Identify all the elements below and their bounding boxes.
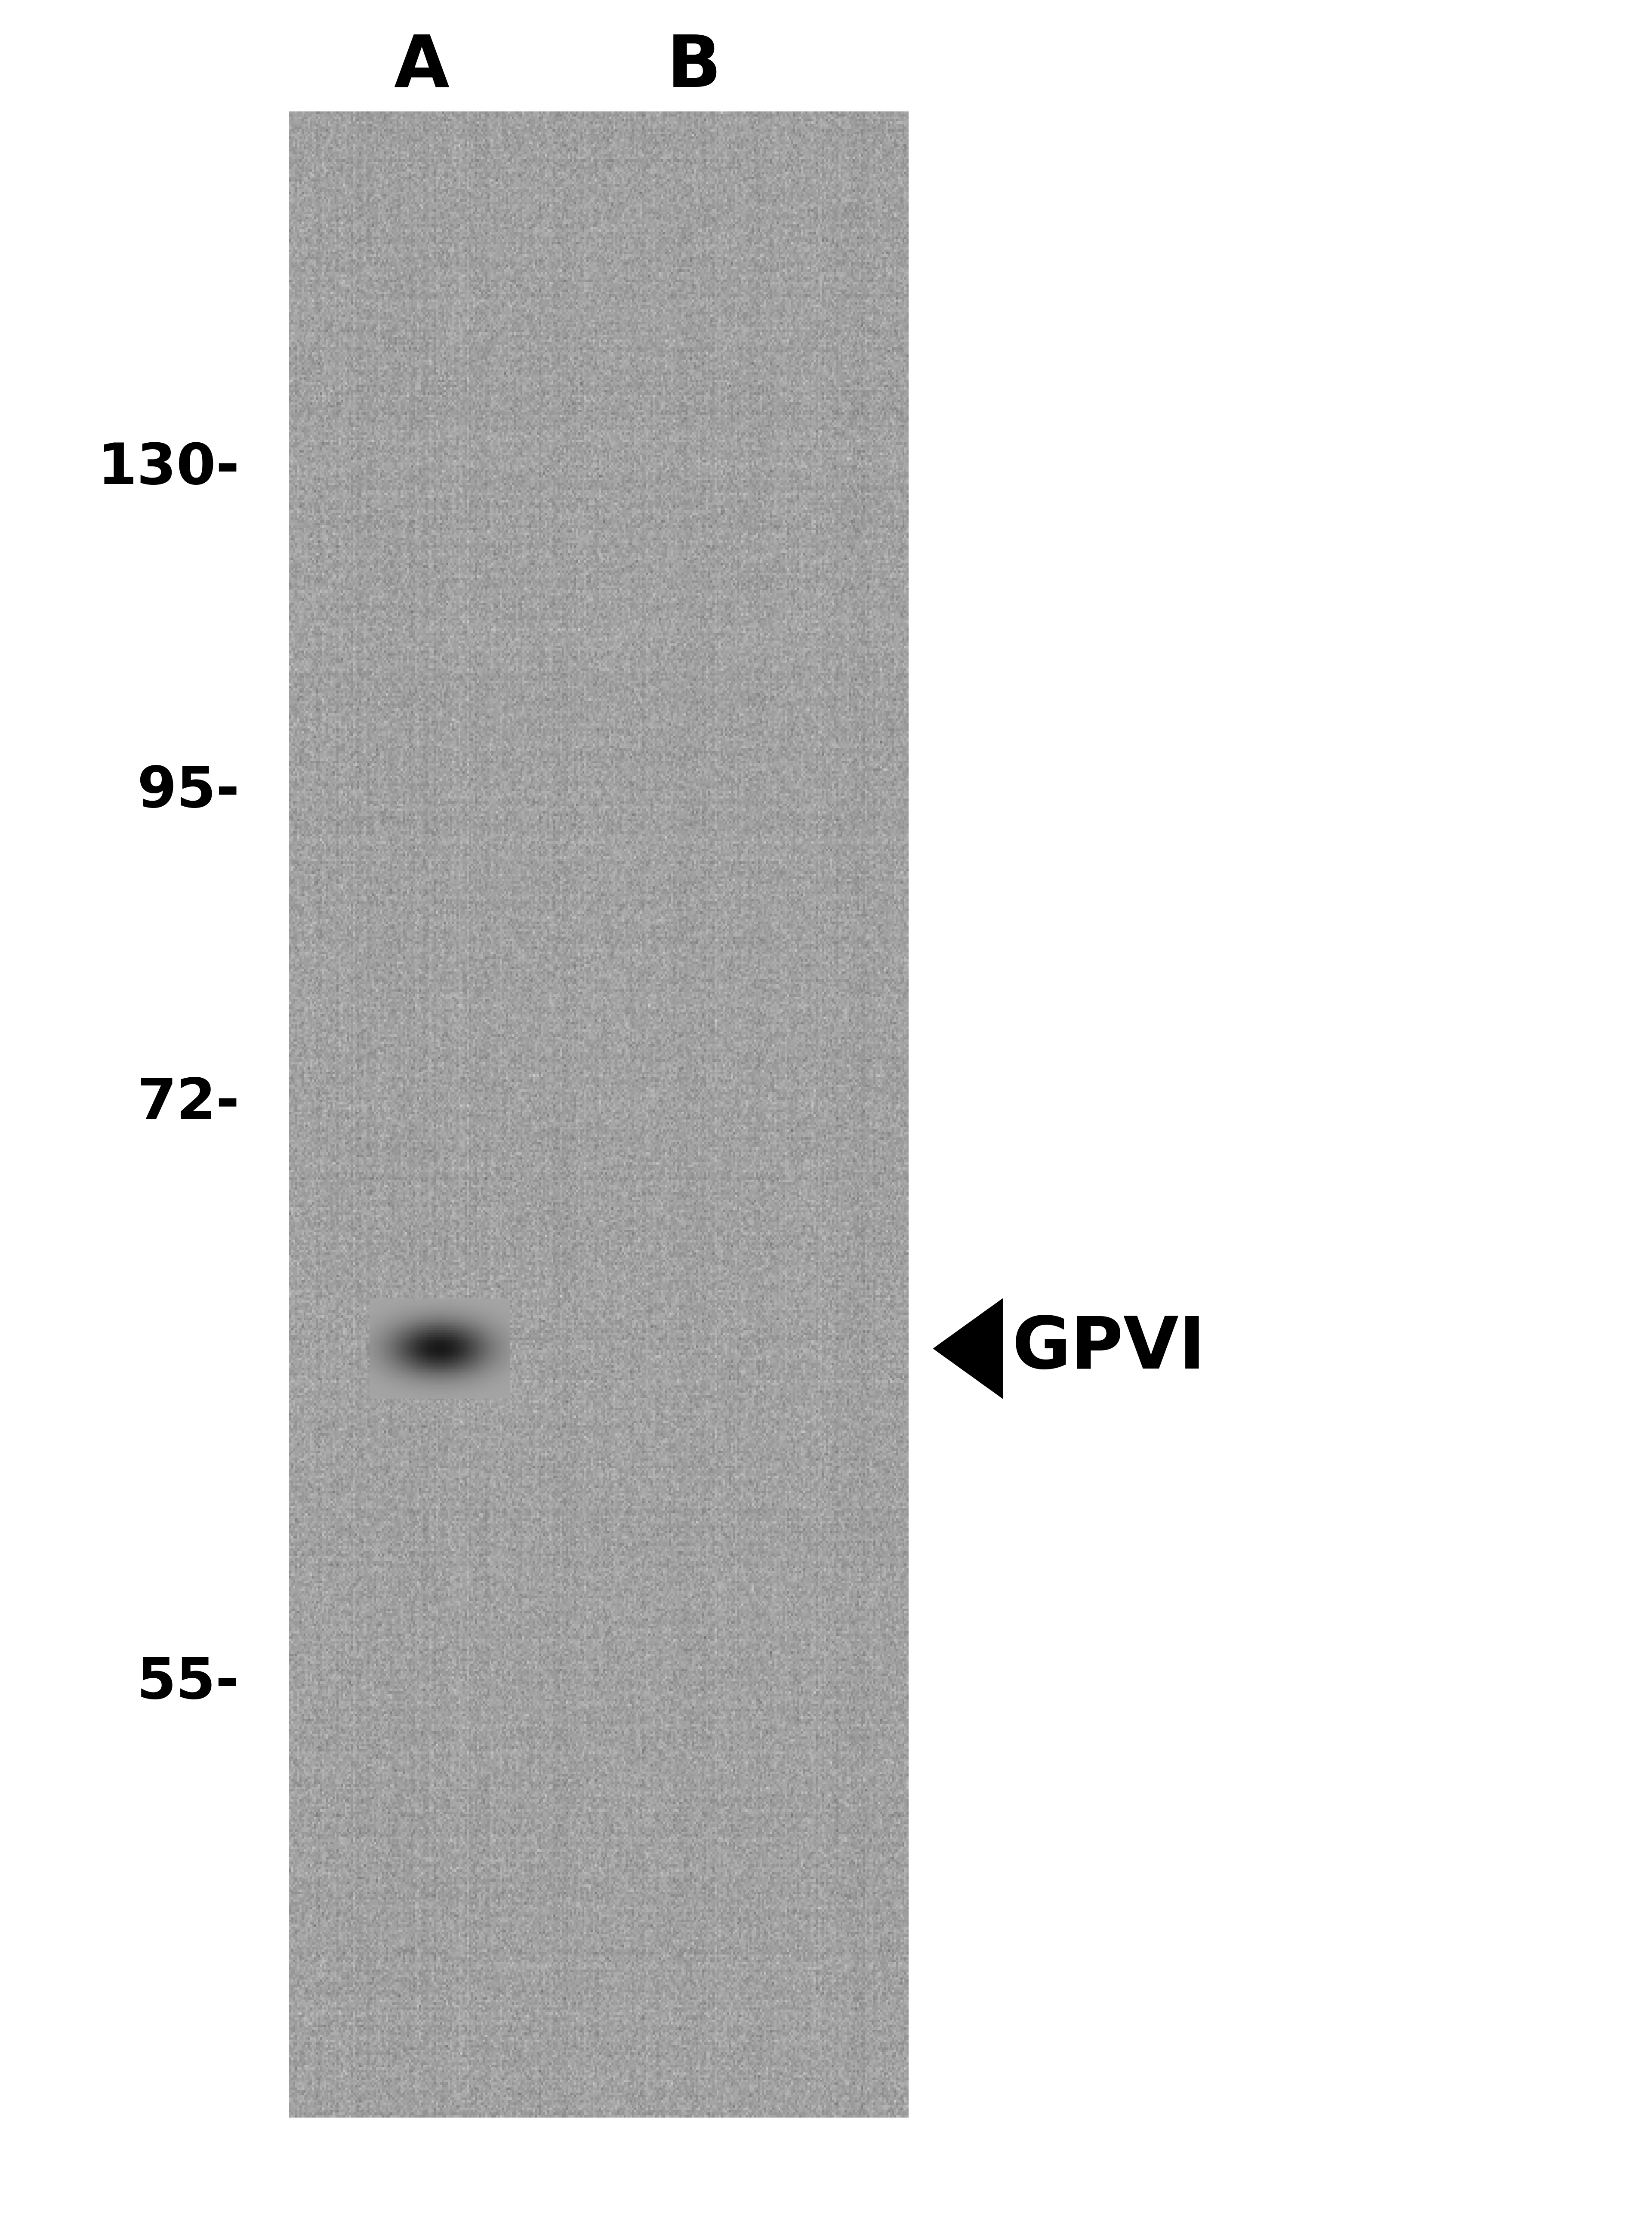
Text: B: B	[666, 31, 722, 103]
Text: 95-: 95-	[137, 765, 240, 818]
Text: © ProSci Inc.: © ProSci Inc.	[441, 809, 649, 929]
Text: 130-: 130-	[97, 441, 240, 495]
Polygon shape	[933, 1300, 1003, 1398]
Text: 72-: 72-	[137, 1077, 240, 1130]
Text: 55-: 55-	[137, 1656, 240, 1710]
Text: A: A	[393, 31, 449, 103]
Text: GPVI: GPVI	[1013, 1313, 1206, 1384]
